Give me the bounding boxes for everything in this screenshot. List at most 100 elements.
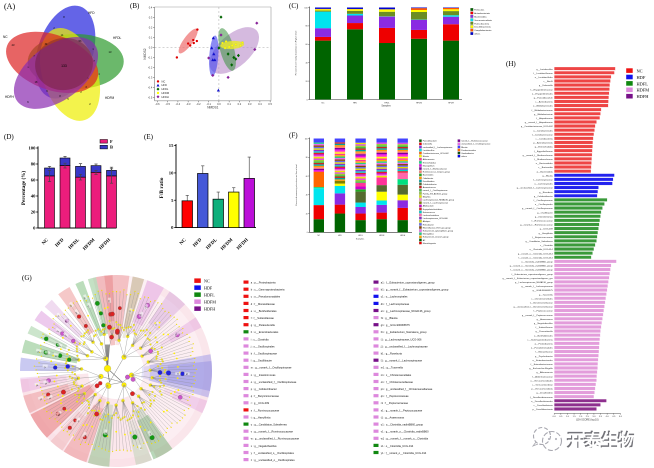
svg-text:n : g__Intestinimonas: n : g__Intestinimonas [251,373,276,377]
svg-text:100: 100 [29,146,37,151]
svg-text:f : f__Sutterellaceae: f : f__Sutterellaceae [251,316,275,320]
svg-text:(B): (B) [130,2,140,10]
svg-text:g__norank_o__Clostridia_UCG-01: g__norank_o__Clostridia_UCG-014 [518,252,554,255]
svg-text:HDFH: HDFH [204,307,215,312]
svg-text:g__norank_o__Clostridia_vadinB: g__norank_o__Clostridia_vadinBB60_group [510,265,554,268]
svg-text:Percentage (%): Percentage (%) [20,171,27,206]
svg-text:c__Desulfovibrionia: c__Desulfovibrionia [534,404,554,407]
svg-text:c__Verrucomicrobiae: c__Verrucomicrobiae [532,384,553,387]
svg-text:NC: NC [204,279,210,284]
svg-text:Eubacterium_siraeum_group: Eubacterium_siraeum_group [423,236,450,239]
svg-text:s1 : g__norank_f__Peptococcace: s1 : g__norank_f__Peptococcaceae [381,408,423,412]
svg-text:h1 : g__Eubacterium_fissicaten: h1 : g__Eubacterium_fissicatena_group [381,330,427,334]
svg-text:Anaerotruncus: Anaerotruncus [423,186,436,189]
svg-text:c1: c1 [87,304,90,308]
svg-text:norank_f__Muribaculaceae: norank_f__Muribaculaceae [423,169,448,171]
svg-text:Lachnospiraceae_NK4A136_group: Lachnospiraceae_NK4A136_group [423,199,455,202]
svg-text:f__Christensenellaceae: f__Christensenellaceae [529,302,553,305]
svg-text:c : o__Pseudomonadales: c : o__Pseudomonadales [251,295,281,299]
svg-text:w1 : g__norank_f__norank_o__Cl: w1 : g__norank_f__norank_o__Clostridia [381,437,429,441]
svg-text:HFDH: HFDH [400,235,406,237]
svg-text:80: 80 [31,162,36,167]
svg-text:0: 0 [307,99,309,101]
svg-text:(E): (E) [144,133,154,141]
svg-text:v3: v3 [58,344,62,347]
svg-text:8: 8 [63,15,65,19]
svg-text:40: 40 [306,195,308,197]
svg-text:(D): (D) [4,133,14,141]
svg-text:-0.5: -0.5 [148,95,153,99]
svg-text:0: 0 [171,225,174,230]
svg-text:Allobaculum: Allobaculum [423,205,434,208]
svg-text:14: 14 [61,34,64,37]
svg-text:Samples: Samples [356,239,365,241]
svg-text:o__Verrucomicrobiales: o__Verrucomicrobiales [530,379,553,382]
svg-text:0.4: 0.4 [258,102,262,106]
svg-text:-0.2: -0.2 [196,102,201,106]
svg-text:c__Actinobacteria: c__Actinobacteria [535,101,553,104]
svg-text:NMDS1: NMDS1 [207,106,218,110]
svg-text:u : g__Candidatus_Soleaferrea: u : g__Candidatus_Soleaferrea [251,423,287,427]
svg-text:60: 60 [306,176,308,178]
svg-text:f__norank_o__Clostridia_UCG-01: f__norank_o__Clostridia_UCG-014 [518,256,553,259]
svg-text:o1 : f__Christensenellaceae: o1 : f__Christensenellaceae [381,380,414,384]
svg-text:o2: o2 [38,397,42,400]
svg-text:p : g__Colidextribacter: p : g__Colidextribacter [251,387,277,391]
svg-text:0.3: 0.3 [149,16,153,20]
svg-text:4: 4 [98,73,100,76]
svg-text:NMDS2: NMDS2 [143,48,147,59]
svg-text:s3: s3 [54,354,57,357]
svg-text:0.2: 0.2 [149,26,153,30]
svg-text:o__Bifidobacteriales: o__Bifidobacteriales [533,105,554,108]
svg-text:HDF: HDF [637,75,646,80]
svg-text:d : f__Moraxellaceae: d : f__Moraxellaceae [251,302,276,306]
svg-text:d3: d3 [155,323,159,327]
svg-text:g__UCG-009: g__UCG-009 [540,229,554,231]
svg-text:60: 60 [31,178,36,183]
svg-text:d1 : f__Lachnospiraceae: d1 : f__Lachnospiraceae [381,302,410,306]
svg-text:r2: r2 [43,366,46,368]
svg-text:unclassified_f__Lachnospiracea: unclassified_f__Lachnospiraceae [423,147,453,149]
svg-text:g__norank_f__Lachnospiraceae: g__norank_f__Lachnospiraceae [521,285,553,288]
svg-text:o : g__unclassified_f__Oscillo: o : g__unclassified_f__Oscillospiraceae [251,380,297,384]
svg-text:2: 2 [89,102,91,106]
svg-text:Rikenellaceae_RC9_gut_group: Rikenellaceae_RC9_gut_group [423,226,452,229]
svg-text:Family_XIII_AD3011_group: Family_XIII_AD3011_group [423,192,448,195]
svg-text:f__Moraxellaceae: f__Moraxellaceae [535,351,553,354]
svg-text:r : g__UCG-009: r : g__UCG-009 [251,401,270,405]
svg-text:f__Muribaculaceae: f__Muribaculaceae [534,158,554,161]
svg-text:Ruminococcus_torques_group: Ruminococcus_torques_group [423,171,451,174]
svg-text:n1: n1 [48,397,52,400]
svg-text:others: others [461,155,467,158]
svg-text:p__Desulfobacterota: p__Desulfobacterota [533,408,554,411]
svg-text:k1 : g__Roseburia: k1 : g__Roseburia [381,352,403,356]
svg-text:5.0: 5.0 [619,416,623,418]
svg-text:133: 133 [61,64,67,68]
svg-text:q1: q1 [35,384,38,386]
svg-text:-0.1: -0.1 [148,56,153,60]
svg-text:g3: g3 [186,374,189,376]
svg-text:b1: b1 [140,313,143,317]
svg-text:60: 60 [305,44,308,46]
svg-text:g__Psychrobacter: g__Psychrobacter [535,355,553,358]
svg-text:2.5: 2.5 [586,416,590,418]
svg-text:18: 18 [35,81,38,84]
svg-text:Enterorhabdus: Enterorhabdus [423,161,436,164]
svg-text:y1 : f__norank_o__Clostridia_U: y1 : f__norank_o__Clostridia_UCG-014 [381,451,427,455]
svg-text:norank_f__Oscillospiraceae: norank_f__Oscillospiraceae [423,190,449,192]
svg-text:Alistipes: Alistipes [423,220,430,223]
svg-text:0: 0 [307,232,308,234]
svg-text:g__norank_f__Oscillospiraceae: g__norank_f__Oscillospiraceae [522,207,553,210]
svg-text:g__Tuzzerella: g__Tuzzerella [539,293,553,296]
svg-text:NC: NC [41,238,50,247]
svg-text:Eubacterium_xylanophilum_group: Eubacterium_xylanophilum_group [423,230,454,233]
svg-text:e1 : g__Lachnospiraceae_NK4A13: e1 : g__Lachnospiraceae_NK4A136_group [381,309,431,313]
svg-text:-0.3: -0.3 [186,102,191,106]
svg-text:Actinobacteriota: Actinobacteriota [474,12,490,15]
svg-text:HFDM: HFDM [162,91,170,95]
svg-text:3: 3 [27,67,29,69]
svg-text:HFD: HFD [192,237,203,248]
svg-text:Lachnoclostridium: Lachnoclostridium [423,214,439,217]
svg-text:Percent of community abundance: Percent of community abundance on Genus … [295,164,298,206]
svg-text:NC: NC [322,103,325,105]
